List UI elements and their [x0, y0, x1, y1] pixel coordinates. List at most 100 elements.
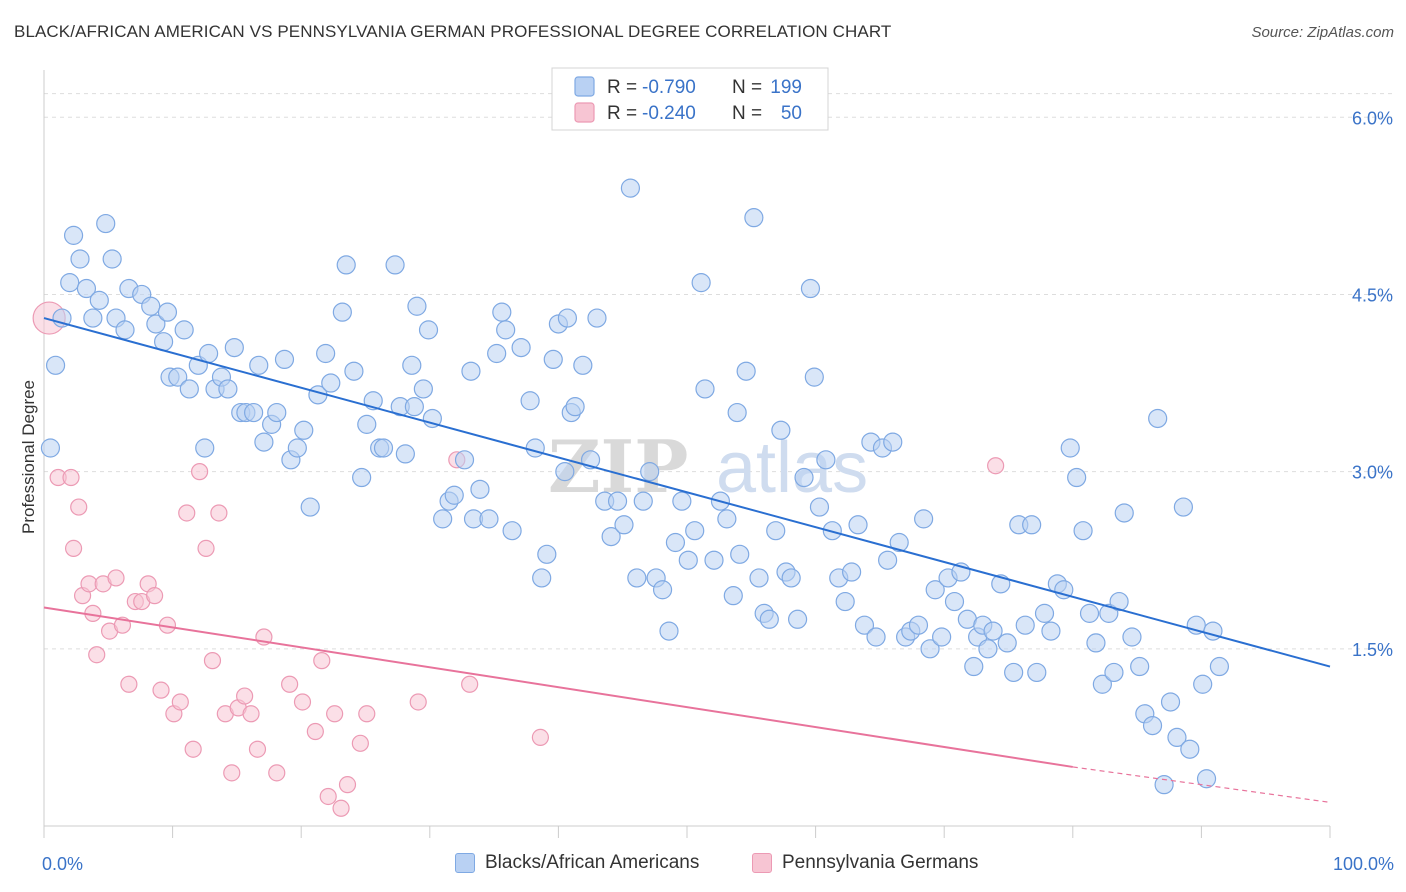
x-tick-label-min: 0.0% — [42, 854, 83, 874]
pink-point — [268, 764, 286, 782]
blue-point — [543, 349, 563, 370]
legend-r-label-blue: R = — [607, 77, 637, 98]
blue-point — [537, 544, 557, 564]
blue-point — [1073, 521, 1093, 541]
blue-point — [357, 414, 377, 434]
blue-point — [565, 397, 585, 417]
blue-point — [487, 343, 507, 364]
blue-point — [336, 255, 356, 275]
tick-labels: 1.5% 3.0% 4.5% 6.0% 0.0% 100.0% — [42, 108, 1394, 874]
pink-series-points — [32, 301, 1005, 817]
pink-point — [351, 734, 369, 752]
blue-point — [573, 355, 593, 375]
blue-point — [1154, 775, 1174, 795]
blue-point — [1130, 656, 1150, 677]
pink-point — [987, 457, 1005, 475]
blue-point — [520, 391, 540, 411]
blue-point — [1104, 662, 1124, 683]
pink-point — [120, 675, 138, 693]
blue-point — [691, 273, 711, 293]
blue-point — [332, 302, 352, 322]
blue-point — [640, 462, 660, 482]
pink-point — [64, 539, 83, 558]
source-label: Source: ZipAtlas.com — [1251, 24, 1394, 41]
blue-point — [102, 249, 122, 269]
legend-label-pennsylvania-germans: Pennsylvania Germans — [782, 852, 979, 873]
pink-point — [171, 693, 189, 711]
blue-point — [704, 550, 724, 570]
blue-point — [45, 355, 66, 375]
y-axis-label: Professional Degree — [19, 380, 38, 534]
blue-point — [816, 450, 836, 470]
legend-swatch-pennsylvania-germans — [752, 853, 772, 873]
blue-point — [1022, 515, 1042, 535]
blue-point — [1079, 603, 1100, 623]
pink-trend-extension — [1072, 766, 1331, 803]
blue-point — [461, 361, 481, 381]
legend-n-label-blue: N = — [732, 77, 762, 98]
blue-point — [199, 343, 219, 364]
blue-point — [395, 444, 415, 464]
pink-point — [281, 675, 299, 693]
blue-point — [997, 633, 1017, 653]
blue-point — [1114, 503, 1134, 523]
blue-point — [730, 544, 750, 564]
pink-point — [184, 740, 202, 758]
blue-point — [407, 296, 427, 316]
blue-point — [385, 255, 405, 275]
pink-point — [242, 705, 260, 723]
blue-point — [287, 438, 307, 458]
blue-point — [70, 249, 90, 269]
pink-point — [70, 498, 88, 516]
blue-point — [964, 656, 984, 677]
blue-point — [141, 296, 161, 316]
pink-point — [210, 504, 228, 522]
blue-point — [1167, 727, 1187, 748]
pink-point — [293, 693, 312, 711]
blue-point — [1027, 662, 1047, 683]
blue-point — [249, 355, 269, 375]
blue-point — [685, 521, 705, 541]
legend-box — [551, 67, 829, 131]
blue-point — [678, 550, 698, 570]
blue-point — [146, 314, 166, 334]
blue-point — [652, 580, 673, 600]
blue-point — [76, 278, 97, 299]
blue-point — [736, 361, 756, 381]
blue-point — [525, 438, 545, 458]
blue-point — [63, 225, 84, 245]
legend-r-value-blue: -0.790 — [642, 77, 696, 98]
blue-point — [1060, 438, 1080, 458]
legend-n-value-pink: 50 — [781, 103, 802, 124]
pink-point — [326, 705, 344, 723]
blue-point — [1209, 656, 1230, 677]
blue-point — [1148, 408, 1168, 429]
blue-point — [749, 568, 769, 588]
legend-item-pennsylvania-germans: Pennsylvania Germans — [752, 852, 978, 874]
blue-trend-line — [43, 317, 1331, 668]
blue-point — [115, 320, 135, 340]
blue-point — [1067, 467, 1087, 488]
blue-point — [665, 532, 686, 553]
trend-lines — [43, 317, 1331, 803]
y-tick-label-0: 1.5% — [1352, 640, 1393, 660]
pink-point — [191, 463, 209, 481]
blue-point — [889, 532, 909, 553]
blue-point — [601, 526, 621, 547]
blue-point — [794, 467, 814, 488]
pink-point — [313, 652, 331, 670]
blue-point — [804, 367, 824, 387]
blue-point — [60, 273, 80, 293]
pink-point — [62, 468, 80, 487]
blue-point — [627, 568, 647, 588]
blue-point — [771, 420, 791, 440]
pink-point — [358, 705, 376, 723]
legend-label-blacks: Blacks/African Americans — [485, 852, 700, 873]
pink-point — [306, 722, 324, 741]
blue-point — [866, 627, 886, 647]
blue-point — [848, 515, 868, 535]
blue-point — [717, 509, 737, 529]
blue-point — [878, 550, 898, 570]
blue-point — [842, 562, 862, 582]
